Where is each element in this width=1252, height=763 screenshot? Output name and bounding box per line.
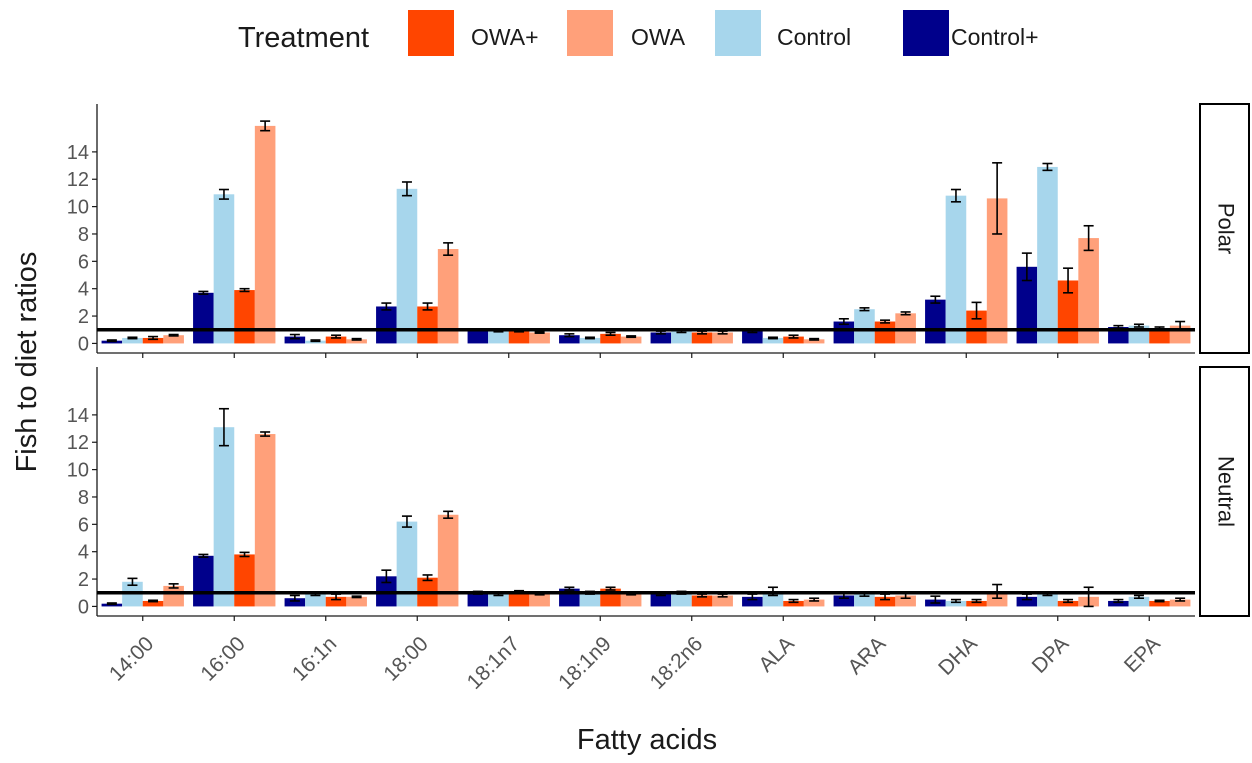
bar-control-9 (946, 196, 967, 344)
y-tick-label: 6 (78, 514, 89, 536)
error-bar (1155, 600, 1165, 601)
error-bar (585, 337, 595, 338)
bar-control-3 (397, 189, 418, 344)
y-tick-label: 10 (67, 197, 89, 219)
bar-owa-plus-4 (509, 331, 530, 343)
x-tick-label: EPA (1120, 632, 1165, 677)
facet-label-polar: Polar (1214, 203, 1239, 254)
legend-label-0: OWA+ (471, 24, 539, 50)
y-tick-label: 12 (67, 432, 89, 454)
y-tick-label: 14 (67, 405, 89, 427)
y-tick-label: 0 (78, 333, 89, 355)
x-tick-label: DPA (1028, 632, 1074, 678)
x-tick-label: 18:1n7 (463, 632, 525, 694)
y-tick-label: 10 (67, 460, 89, 482)
error-bar (809, 339, 819, 340)
bar-owa-1 (255, 126, 276, 344)
legend-key-2 (715, 10, 761, 56)
bar-owa-4 (529, 594, 550, 606)
error-bar (310, 340, 320, 341)
y-tick-label: 12 (67, 169, 89, 191)
error-bar (148, 600, 158, 601)
x-tick-label: 14:00 (105, 632, 158, 685)
legend: Treatment OWA+ OWA Control Control+ (238, 10, 1039, 56)
legend-label-1: OWA (631, 24, 686, 50)
x-tick-label: ALA (754, 632, 798, 676)
x-tick-label: DHA (934, 632, 982, 680)
bar-control-plus-1 (193, 293, 214, 344)
error-bar (626, 336, 636, 337)
legend-label-2: Control (777, 24, 851, 50)
y-tick-label: 8 (78, 224, 89, 246)
bar-control-1 (214, 427, 235, 606)
panels: 0 2 4 6 8 10 12 14 Polar 0 2 4 6 8 10 12 14 Neutral (67, 104, 1249, 621)
x-axis-title: Fatty acids (577, 724, 717, 756)
error-bar (352, 596, 362, 597)
error-bar (107, 340, 117, 341)
y-tick-label: 0 (78, 596, 89, 618)
bar-control-4 (488, 331, 509, 343)
y-tick-label: 14 (67, 142, 89, 164)
panel-polar: 0 2 4 6 8 10 12 14 Polar (67, 104, 1249, 358)
bar-owa-plus-3 (417, 306, 438, 343)
x-axis: 14:00 16:00 16:1n 18:00 18:1n7 18:1n9 18:2n6 AL… (105, 632, 1165, 694)
error-bar (290, 335, 300, 339)
x-tick-label: ARA (843, 632, 890, 679)
y-tick-label: 4 (78, 279, 89, 301)
bar-owa-1 (255, 434, 276, 606)
x-tick-label: 16:00 (196, 632, 249, 685)
legend-title: Treatment (238, 22, 369, 54)
error-bar (169, 335, 179, 336)
y-axis-title: Fish to diet ratios (11, 252, 43, 473)
bar-control-1 (214, 194, 235, 343)
bar-owa-5 (621, 594, 642, 606)
x-tick-label: 18:2n6 (646, 632, 708, 694)
error-bar (768, 337, 778, 338)
y-tick-label: 2 (78, 569, 89, 591)
y-tick-label: 6 (78, 251, 89, 273)
bar-control-plus-4 (468, 330, 489, 344)
bar-owa-plus-1 (234, 290, 255, 343)
legend-key-3 (903, 10, 949, 56)
legend-key-1 (567, 10, 613, 56)
y-tick-label: 8 (78, 487, 89, 509)
bar-owa-10 (1078, 238, 1099, 343)
error-bar (352, 339, 362, 340)
bar-control-8 (854, 309, 875, 343)
bar-owa-0 (163, 586, 184, 607)
facet-label-neutral: Neutral (1214, 456, 1239, 527)
bar-owa-plus-8 (875, 322, 896, 344)
y-tick-label: 4 (78, 542, 89, 564)
bar-control-plus-3 (376, 306, 397, 343)
x-tick-label: 18:00 (379, 632, 432, 685)
x-tick-label: 18:1n9 (554, 632, 616, 694)
error-bar (107, 603, 117, 604)
legend-label-3: Control+ (951, 24, 1039, 50)
error-bar (240, 289, 250, 292)
legend-key-0 (408, 10, 454, 56)
bar-control-10 (1037, 167, 1058, 343)
error-bar (606, 587, 616, 590)
x-tick-label: 16:1n (288, 632, 341, 685)
y-tick-label: 2 (78, 306, 89, 328)
error-bar (535, 332, 545, 333)
error-bar (127, 337, 137, 338)
bar-owa-4 (529, 332, 550, 343)
bar-control-plus-9 (925, 300, 946, 344)
bar-owa-plus-1 (234, 554, 255, 606)
error-bar (564, 587, 574, 590)
panel-neutral: 0 2 4 6 8 10 12 14 Neutral (67, 367, 1249, 621)
bar-control-plus-1 (193, 556, 214, 607)
